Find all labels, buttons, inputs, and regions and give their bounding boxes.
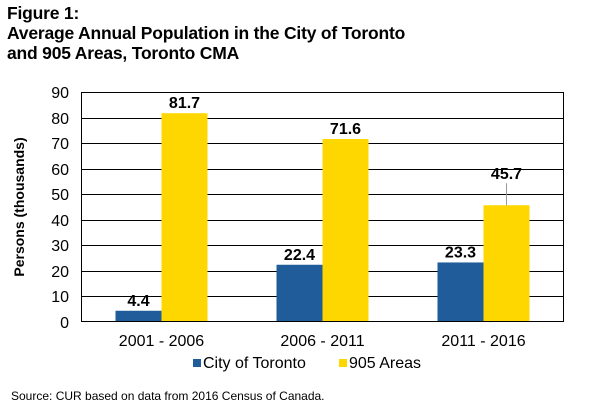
x-tick-label: 2006 - 2011 — [280, 333, 364, 350]
legend-swatch — [339, 359, 347, 367]
legend-item-905-areas: 905 Areas — [339, 355, 421, 372]
x-axis-ticks: 2001 - 2006 2006 - 2011 2011 - 2016 — [119, 333, 526, 350]
data-label: 22.4 — [284, 247, 315, 264]
bar-905-areas — [161, 113, 208, 322]
y-axis-label: Persons (thousands) — [11, 137, 27, 276]
legend-label: 905 Areas — [349, 355, 421, 372]
data-label: 23.3 — [445, 244, 476, 261]
y-axis-ticks: 0 10 20 30 40 50 60 70 80 90 — [51, 85, 69, 332]
plot-frame — [81, 92, 564, 322]
data-labels: 4.4 81.7 22.4 71.6 23.3 45.7 — [127, 95, 522, 310]
y-tick-label: 20 — [51, 264, 69, 281]
x-tick-label: 2001 - 2006 — [119, 333, 205, 350]
y-tick-label: 70 — [51, 136, 69, 153]
bars — [115, 113, 530, 322]
bar-city-of-toronto — [437, 262, 484, 322]
y-tick-label: 30 — [51, 238, 69, 255]
legend-swatch — [193, 359, 201, 367]
data-label: 81.7 — [169, 95, 200, 112]
y-tick-label: 60 — [51, 162, 69, 179]
bar-905-areas — [483, 205, 530, 322]
chart-title-line-3: and 905 Areas, Toronto CMA — [7, 43, 240, 63]
bar-city-of-toronto — [115, 310, 162, 322]
legend: City of Toronto 905 Areas — [193, 355, 421, 372]
chart-title: Figure 1: Average Annual Population in t… — [7, 3, 405, 63]
bar-905-areas — [322, 139, 369, 322]
y-tick-label: 10 — [51, 289, 69, 306]
source-note: Source: CUR based on data from 2016 Cens… — [11, 389, 325, 403]
y-tick-label: 0 — [60, 315, 69, 332]
bar-city-of-toronto — [276, 264, 323, 322]
data-label: 4.4 — [127, 293, 149, 310]
chart-title-line-1: Figure 1: — [7, 3, 80, 23]
y-tick-label: 50 — [51, 187, 69, 204]
data-label: 71.6 — [330, 121, 361, 138]
x-tick-label: 2011 - 2016 — [441, 333, 525, 350]
chart-title-line-2: Average Annual Population in the City of… — [7, 23, 406, 43]
data-label: 45.7 — [491, 166, 522, 183]
legend-label: City of Toronto — [203, 355, 306, 372]
y-tick-label: 80 — [51, 111, 69, 128]
y-tick-label: 90 — [51, 85, 69, 102]
y-tick-label: 40 — [51, 213, 69, 230]
legend-item-city-of-toronto: City of Toronto — [193, 355, 306, 372]
